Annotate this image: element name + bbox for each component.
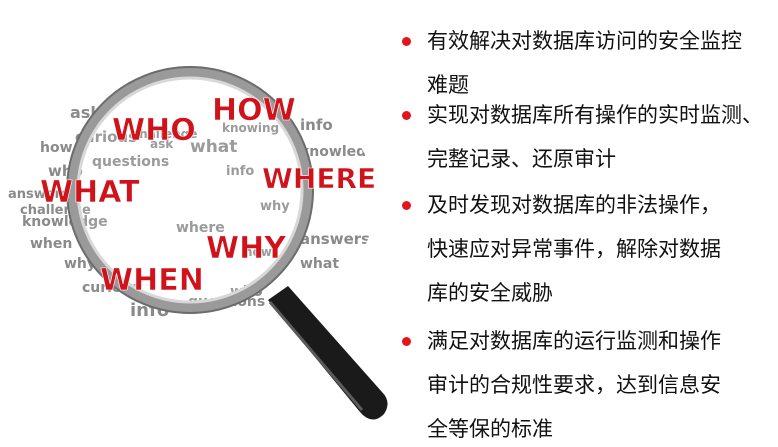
bullet-text-line: 完整记录、还原审计 <box>427 147 616 171</box>
cloud-word: when <box>30 236 72 252</box>
bullet-text-line: 快速应对异常事件，解除对数据 <box>427 237 721 261</box>
bullet-text-line: 有效解决对数据库访问的安全监控 <box>427 29 742 53</box>
magnifier-illustration: askcurioushowwhoquestionschallengewhatin… <box>8 66 388 420</box>
bullet-text-line: 库的安全威胁 <box>427 281 553 305</box>
cloud-word: what <box>300 256 339 272</box>
cloud-word: how <box>40 140 73 156</box>
magnifying-glass-word-cloud: askcurioushowwhoquestionschallengewhatin… <box>8 66 388 420</box>
bullet-text-line: 满足对数据库的运行监测和操作 <box>427 329 721 353</box>
cloud-word-highlight: WHAT <box>40 175 140 210</box>
bullet-text-line: 全等保的标准 <box>427 417 553 441</box>
gray-word-group: askcurioushowwhoquestionschallengewhatin… <box>8 103 386 321</box>
cloud-word: info <box>226 164 254 179</box>
cloud-word: ask <box>150 137 174 151</box>
cloud-word: how <box>244 245 272 259</box>
cloud-word: why <box>260 199 290 214</box>
bullet-dot-icon <box>402 201 411 210</box>
cloud-word: questions <box>92 154 169 170</box>
bullet-text-line: 难题 <box>427 73 469 97</box>
cloud-word-highlight: WHO <box>112 113 196 148</box>
bullet-text-line: 及时发现对数据库的非法操作， <box>427 193 721 217</box>
bullet-dot-icon <box>402 37 411 46</box>
cloud-word: knowing <box>222 121 279 135</box>
cloud-word: where <box>176 220 225 236</box>
magnifying-glass-icon <box>66 66 388 420</box>
bullet-dot-icon <box>402 111 411 120</box>
cloud-word-highlight: WHERE <box>262 162 376 195</box>
cloud-word: answers <box>8 187 69 202</box>
cloud-word-highlight: HOW <box>212 93 296 128</box>
cloud-word: knowledge <box>22 214 108 230</box>
bullet-text-line: 审计的合规性要求，达到信息安 <box>427 373 721 397</box>
cloud-word: info <box>300 116 333 134</box>
cloud-word: what <box>190 137 237 157</box>
cloud-word-highlight: WHY <box>206 231 287 266</box>
bullet-dot-icon <box>402 337 411 346</box>
cloud-word: answers <box>300 230 370 248</box>
cloud-word-highlight: WHEN <box>100 263 204 298</box>
bullet-list: 有效解决对数据库访问的安全监控 难题实现对数据库所有操作的实时监测、 完整记录、还原… <box>392 0 778 447</box>
bullet-text-line: 实现对数据库所有操作的实时监测、 <box>427 103 763 127</box>
cloud-word: challenge <box>132 127 197 141</box>
cloud-word: knowledge <box>300 144 386 160</box>
